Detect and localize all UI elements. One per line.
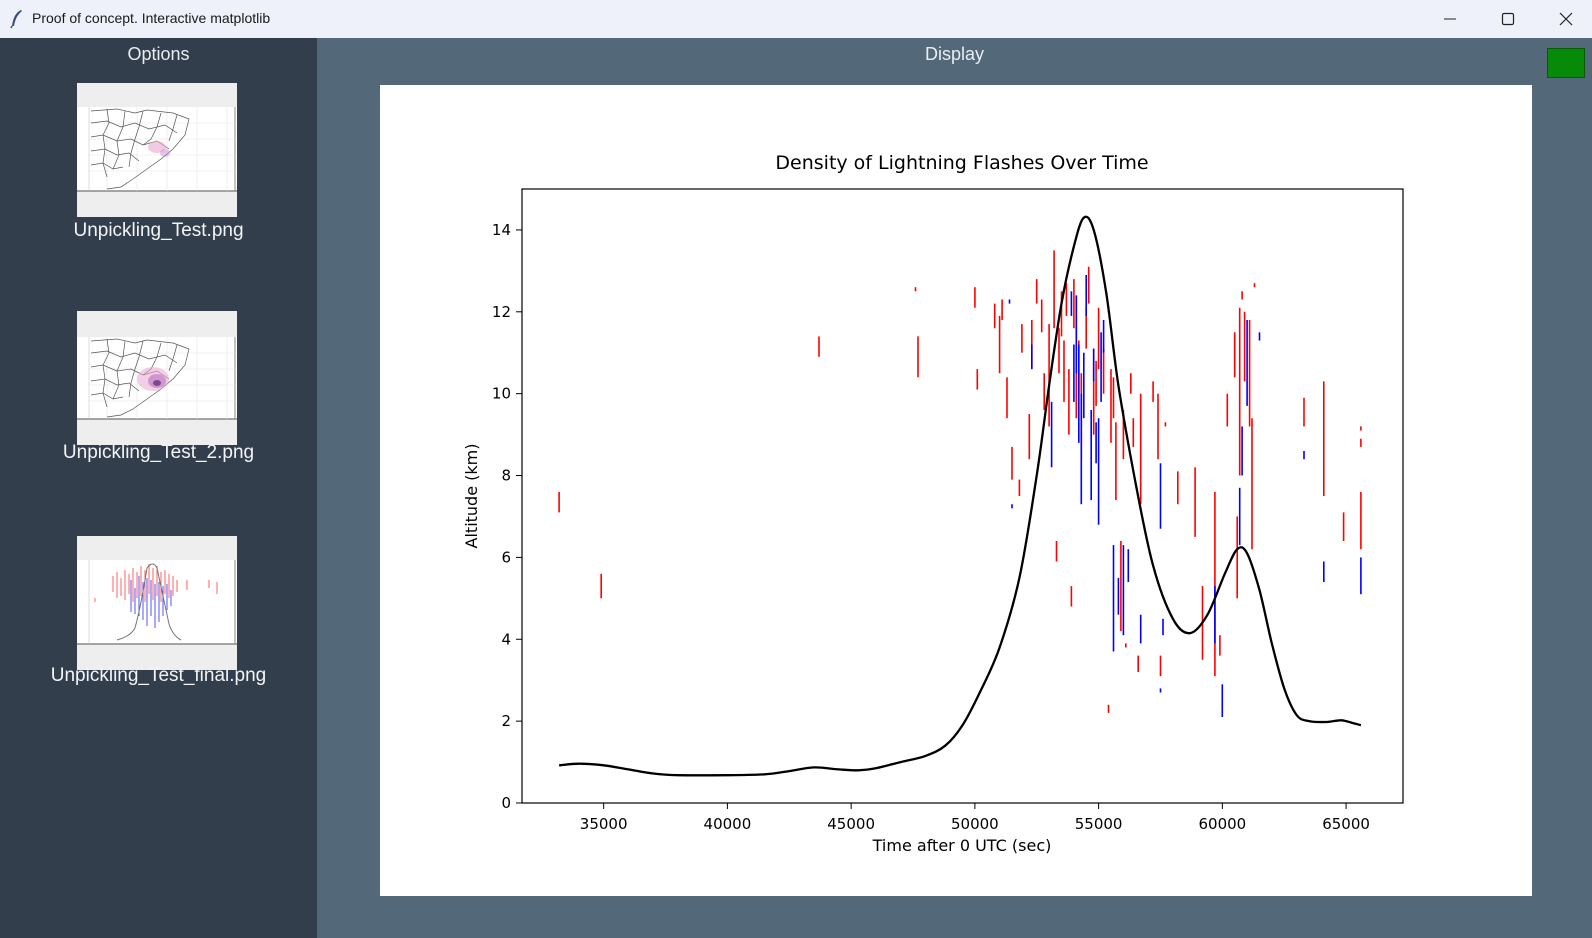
x-tick-label: 50000 [951, 815, 999, 833]
x-tick-label: 60000 [1198, 815, 1246, 833]
display-title: Display [924, 44, 985, 64]
title-bar: Proof of concept. Interactive matplotlib [0, 0, 1592, 38]
x-axis-label: Time after 0 UTC (sec) [872, 836, 1052, 855]
options-title: Options [127, 44, 190, 64]
y-axis-label: Altitude (km) [462, 444, 481, 549]
figure-canvas[interactable]: Density of Lightning Flashes Over Time 3… [380, 85, 1532, 896]
thumbnail-label[interactable]: Unpickling_Test.png [73, 220, 244, 241]
y-tick-label: 4 [501, 630, 511, 648]
x-tick-label: 40000 [704, 815, 752, 833]
maximize-icon [1501, 12, 1515, 26]
status-indicator-button[interactable] [1547, 48, 1585, 78]
x-tick-label: 35000 [580, 815, 628, 833]
y-tick-label: 10 [492, 385, 511, 403]
window-title: Proof of concept. Interactive matplotlib [32, 10, 271, 26]
maximize-button[interactable] [1479, 0, 1537, 38]
y-tick-label: 0 [501, 794, 511, 812]
density-curve [559, 215, 1362, 777]
thumbnail-unpickling-test[interactable] [77, 83, 237, 217]
map-preview-image [77, 83, 237, 217]
minimize-icon [1444, 18, 1456, 20]
plot-frame [521, 188, 1404, 804]
display-panel: Display Density of Lightning Flashes Ove… [317, 38, 1592, 938]
scatter-preview-image [77, 536, 237, 670]
minimize-button[interactable] [1421, 0, 1479, 38]
chart-title: Density of Lightning Flashes Over Time [775, 152, 1148, 174]
lightning-density-chart: Density of Lightning Flashes Over Time 3… [380, 85, 1532, 896]
thumbnail-label[interactable]: Unpickling_Test_2.png [62, 442, 255, 463]
thumbnail-unpickling-test-2[interactable] [77, 311, 237, 445]
x-tick-label: 65000 [1322, 815, 1370, 833]
y-tick-label: 12 [492, 303, 511, 321]
feather-icon [10, 10, 22, 29]
x-tick-label: 55000 [1075, 815, 1123, 833]
y-tick-label: 8 [501, 467, 511, 485]
y-tick-label: 14 [492, 221, 511, 239]
map-preview-image [77, 311, 237, 445]
close-icon [1559, 12, 1573, 26]
axes: 35000 40000 45000 50000 55000 60000 65000 0 2 4 6 8… [492, 221, 1370, 833]
thumbnail-unpickling-test-final[interactable] [77, 536, 237, 670]
y-tick-label: 6 [501, 548, 511, 566]
thumbnail-label[interactable]: Unpickling_Test_final.png [50, 665, 267, 686]
x-tick-label: 45000 [827, 815, 875, 833]
y-tick-label: 2 [501, 712, 511, 730]
plot-area [558, 215, 1362, 777]
close-button[interactable] [1537, 0, 1592, 38]
options-panel: Options [0, 38, 317, 938]
